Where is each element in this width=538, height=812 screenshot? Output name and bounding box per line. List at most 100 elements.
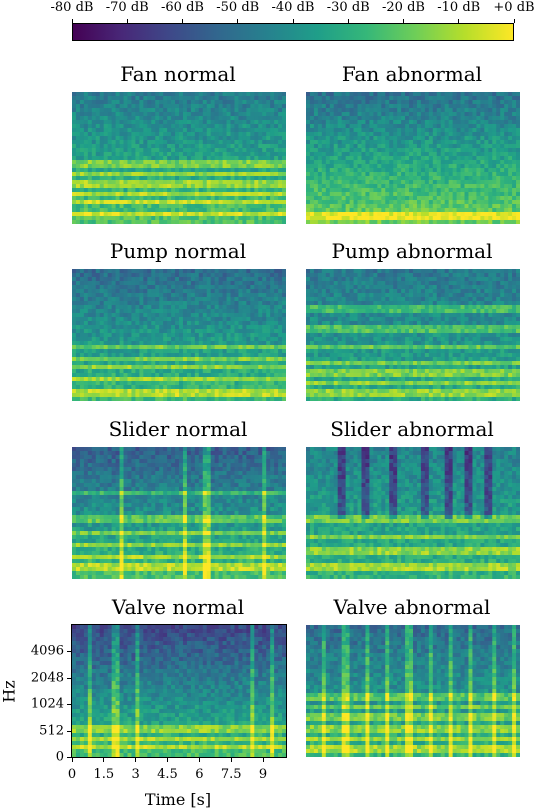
- heatmap-cell: [131, 337, 136, 342]
- heatmap-cell: [484, 132, 489, 137]
- heatmap-cell: [222, 277, 228, 282]
- heatmap-cell: [365, 148, 370, 153]
- heatmap-cell: [186, 333, 192, 338]
- heatmap-cell: [123, 132, 129, 137]
- heatmap-cell: [127, 341, 133, 346]
- heatmap-cell: [226, 313, 232, 318]
- heatmap-cell: [353, 216, 359, 221]
- heatmap-cell: [206, 128, 212, 133]
- colorbar-tick-label: -70 dB: [105, 0, 149, 15]
- heatmap-cell: [107, 164, 113, 169]
- heatmap-cell: [198, 108, 204, 113]
- heatmap-cell: [480, 184, 485, 189]
- heatmap-cell: [329, 100, 335, 105]
- heatmap-cell: [175, 345, 180, 350]
- heatmap-cell: [135, 208, 140, 213]
- heatmap-cell: [420, 140, 426, 145]
- heatmap-cell: [266, 337, 271, 342]
- heatmap-cell: [214, 273, 220, 278]
- heatmap-cell: [159, 164, 164, 169]
- heatmap-cell: [234, 269, 240, 274]
- heatmap-cell: [369, 188, 374, 193]
- heatmap-cell: [210, 96, 216, 101]
- heatmap-cell: [496, 196, 501, 201]
- heatmap-cell: [179, 341, 184, 346]
- heatmap-cell: [242, 168, 247, 173]
- heatmap-cell: [262, 361, 267, 366]
- heatmap-cell: [194, 128, 200, 133]
- heatmap-cell: [496, 100, 501, 105]
- heatmap-cell: [413, 112, 418, 117]
- heatmap-cell: [198, 369, 204, 374]
- heatmap-cell: [167, 160, 172, 165]
- heatmap-cell: [393, 124, 398, 129]
- heatmap-cell: [476, 192, 481, 197]
- heatmap-cell: [389, 132, 394, 137]
- heatmap-cell: [194, 184, 200, 189]
- heatmap-cell: [389, 100, 394, 105]
- heatmap-cell: [119, 349, 125, 354]
- heatmap-cell: [218, 92, 224, 97]
- heatmap-cell: [409, 112, 414, 117]
- heatmap-cell: [139, 132, 144, 137]
- heatmap-cell: [413, 140, 418, 145]
- heatmap-cell: [393, 208, 398, 213]
- heatmap-cell: [373, 176, 378, 181]
- heatmap-cell: [448, 136, 454, 141]
- heatmap-cell: [508, 92, 513, 97]
- heatmap-cell: [424, 188, 430, 193]
- heatmap-cell: [111, 329, 117, 334]
- heatmap-cell: [321, 156, 327, 161]
- heatmap-cell: [206, 277, 212, 282]
- heatmap-cell: [377, 168, 382, 173]
- heatmap-cell: [99, 192, 105, 197]
- heatmap-cell: [198, 220, 204, 224]
- heatmap-cell: [230, 216, 236, 221]
- heatmap-cell: [147, 196, 152, 201]
- heatmap-cell: [266, 349, 271, 354]
- heatmap-cell: [452, 128, 458, 133]
- heatmap-cell: [416, 188, 422, 193]
- heatmap-cell: [190, 120, 196, 125]
- heatmap-cell: [317, 188, 323, 193]
- heatmap-cell: [468, 140, 474, 145]
- heatmap-cell: [143, 361, 148, 366]
- heatmap-cell: [254, 337, 259, 342]
- heatmap-cell: [246, 196, 251, 201]
- heatmap-cell: [377, 220, 382, 224]
- heatmap-cell: [186, 192, 192, 197]
- heatmap-cell: [175, 172, 180, 177]
- heatmap-cell: [182, 152, 188, 157]
- heatmap-cell: [278, 120, 283, 125]
- heatmap-cell: [468, 92, 474, 97]
- heatmap-cell: [171, 152, 176, 157]
- heatmap-cell: [262, 212, 267, 217]
- heatmap-cell: [151, 349, 156, 354]
- heatmap-cell: [397, 120, 402, 125]
- heatmap-cell: [159, 192, 164, 197]
- heatmap-cell: [95, 333, 101, 338]
- heatmap-cell: [413, 196, 418, 201]
- heatmap-cell: [496, 212, 501, 217]
- heatmap-cell: [190, 160, 196, 165]
- heatmap-cell: [139, 289, 144, 294]
- heatmap-cell: [175, 285, 180, 290]
- heatmap-cell: [83, 180, 89, 185]
- heatmap-cell: [115, 289, 121, 294]
- heatmap-cell: [135, 200, 140, 205]
- heatmap-cell: [131, 208, 136, 213]
- heatmap-cell: [194, 104, 200, 109]
- heatmap-cell: [91, 305, 97, 310]
- heatmap-cell: [365, 208, 370, 213]
- heatmap-cell: [361, 132, 367, 137]
- heatmap-cell: [266, 309, 271, 314]
- heatmap-cell: [107, 285, 113, 290]
- heatmap-cell: [401, 204, 406, 209]
- heatmap-cell: [91, 112, 97, 117]
- heatmap-cell: [182, 369, 188, 374]
- heatmap-cell: [72, 289, 77, 294]
- heatmap-cell: [214, 92, 220, 97]
- heatmap-cell: [91, 164, 97, 169]
- heatmap-cell: [361, 188, 367, 193]
- heatmap-cell: [385, 96, 390, 101]
